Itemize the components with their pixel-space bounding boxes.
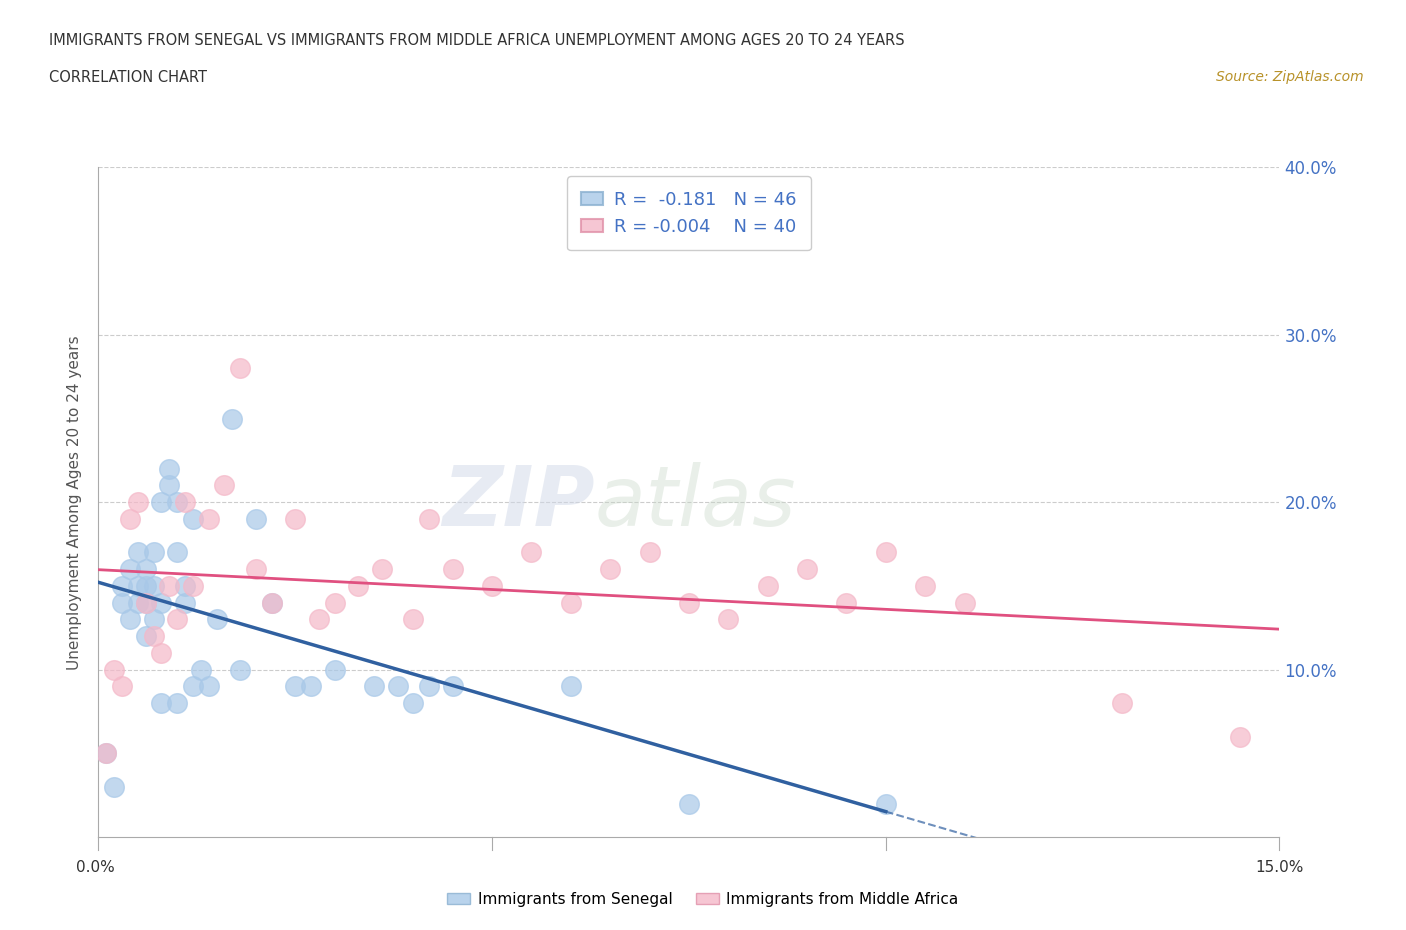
Point (135, 595, 157, 610)
Point (166, 696, 188, 711)
Point (197, 679, 219, 694)
Point (142, 578, 165, 593)
Point (103, 662, 125, 677)
Legend: R =  -0.181   N = 46, R = -0.004    N = 40: R = -0.181 N = 46, R = -0.004 N = 40 (567, 177, 811, 250)
Text: atlas: atlas (595, 461, 796, 543)
Point (174, 595, 197, 610)
Point (142, 545, 165, 560)
Point (914, 578, 936, 593)
Text: IMMIGRANTS FROM SENEGAL VS IMMIGRANTS FROM MIDDLE AFRICA UNEMPLOYMENT AMONG AGES: IMMIGRANTS FROM SENEGAL VS IMMIGRANTS FR… (49, 33, 905, 47)
Point (441, 679, 464, 694)
Point (181, 512, 204, 526)
Point (174, 495, 197, 510)
Point (174, 578, 197, 593)
Point (118, 512, 141, 526)
Point (142, 629, 165, 644)
Point (323, 595, 346, 610)
Point (166, 495, 188, 510)
Point (150, 645, 173, 660)
Point (638, 545, 661, 560)
Point (127, 545, 149, 560)
Point (103, 779, 125, 794)
Point (157, 478, 180, 493)
Point (127, 595, 149, 610)
Text: ZIP: ZIP (441, 461, 595, 543)
Point (284, 512, 307, 526)
Point (402, 696, 425, 711)
Point (875, 796, 897, 811)
Point (166, 545, 188, 560)
Point (245, 562, 267, 577)
Point (96, 746, 118, 761)
Point (111, 578, 134, 593)
Point (299, 679, 322, 694)
Point (111, 679, 134, 694)
Point (166, 612, 188, 627)
Point (150, 495, 173, 510)
Point (229, 361, 252, 376)
Point (953, 595, 976, 610)
Point (118, 612, 141, 627)
Point (181, 679, 204, 694)
Point (150, 696, 173, 711)
Point (150, 595, 173, 610)
Point (418, 512, 440, 526)
Point (284, 679, 307, 694)
Text: 0.0%: 0.0% (76, 860, 115, 875)
Point (135, 595, 157, 610)
Point (135, 629, 157, 644)
Point (127, 495, 149, 510)
Point (796, 562, 818, 577)
Point (441, 562, 464, 577)
Point (560, 595, 582, 610)
Point (560, 679, 582, 694)
Point (387, 679, 409, 694)
Point (717, 612, 740, 627)
Point (229, 662, 252, 677)
Point (214, 478, 236, 493)
Point (1111, 696, 1133, 711)
Point (371, 562, 394, 577)
Point (157, 578, 180, 593)
Point (127, 578, 149, 593)
Point (245, 512, 267, 526)
Point (756, 578, 779, 593)
Point (190, 662, 212, 677)
Point (221, 411, 243, 426)
Point (1229, 729, 1251, 744)
Point (111, 595, 134, 610)
Point (197, 512, 219, 526)
Point (157, 461, 180, 476)
Point (402, 612, 425, 627)
Point (135, 562, 157, 577)
Point (205, 612, 228, 627)
Legend: Immigrants from Senegal, Immigrants from Middle Africa: Immigrants from Senegal, Immigrants from… (441, 886, 965, 913)
Y-axis label: Unemployment Among Ages 20 to 24 years: Unemployment Among Ages 20 to 24 years (67, 335, 83, 670)
Point (481, 578, 503, 593)
Text: 15.0%: 15.0% (1256, 860, 1303, 875)
Text: Source: ZipAtlas.com: Source: ZipAtlas.com (1216, 70, 1364, 84)
Point (135, 578, 157, 593)
Point (347, 578, 370, 593)
Point (363, 679, 385, 694)
Point (418, 679, 440, 694)
Point (118, 562, 141, 577)
Text: CORRELATION CHART: CORRELATION CHART (49, 70, 207, 85)
Point (835, 595, 858, 610)
Point (260, 595, 283, 610)
Point (875, 545, 897, 560)
Point (678, 796, 700, 811)
Point (260, 595, 283, 610)
Point (678, 595, 700, 610)
Point (96, 746, 118, 761)
Point (323, 662, 346, 677)
Point (181, 578, 204, 593)
Point (520, 545, 543, 560)
Point (599, 562, 621, 577)
Point (142, 612, 165, 627)
Point (308, 612, 330, 627)
